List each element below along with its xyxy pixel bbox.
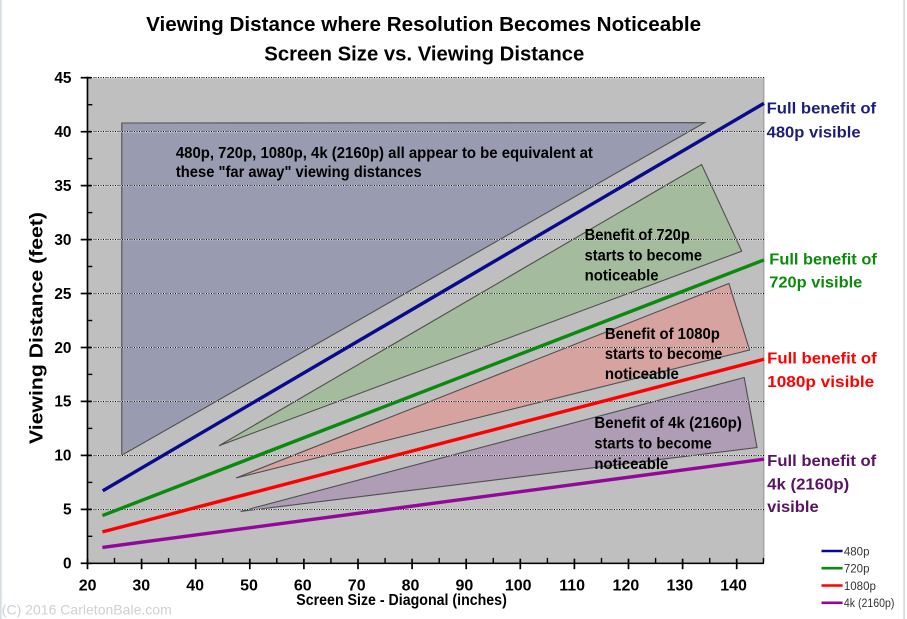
svg-text:Benefit of 720p: Benefit of 720p [585,227,690,244]
svg-text:1080p visible: 1080p visible [767,374,874,391]
svg-text:1080p: 1080p [844,581,876,593]
svg-text:these "far away" viewing dista: these "far away" viewing distances [176,164,422,181]
svg-text:Full benefit of: Full benefit of [767,101,877,118]
svg-text:(C) 2016 CarletonBale.com: (C) 2016 CarletonBale.com [2,601,172,617]
svg-text:Screen Size - Diagonal (inches: Screen Size - Diagonal (inches) [296,592,507,609]
svg-text:480p: 480p [844,546,870,558]
svg-text:50: 50 [240,577,258,594]
svg-text:noticeable: noticeable [594,456,668,473]
svg-text:5: 5 [63,502,72,519]
svg-text:Benefit of 1080p: Benefit of 1080p [605,326,720,343]
svg-text:45: 45 [54,70,72,87]
svg-text:720p: 720p [844,564,870,576]
svg-text:40: 40 [54,124,71,141]
svg-text:starts to become: starts to become [594,436,712,453]
svg-text:480p visible: 480p visible [767,124,861,141]
svg-text:40: 40 [186,577,204,594]
svg-text:120: 120 [613,577,640,594]
svg-text:480p, 720p, 1080p, 4k (2160p): 480p, 720p, 1080p, 4k (2160p) all appear… [176,145,593,162]
svg-text:noticeable: noticeable [605,366,679,383]
svg-text:Full benefit of: Full benefit of [769,251,877,268]
svg-text:110: 110 [559,577,585,594]
svg-text:10: 10 [54,448,71,465]
svg-text:140: 140 [720,577,747,594]
svg-text:4k (2160p): 4k (2160p) [844,598,895,610]
svg-text:30: 30 [54,232,71,249]
svg-text:70: 70 [348,577,366,594]
svg-text:720p visible: 720p visible [769,275,862,292]
svg-text:0: 0 [63,556,72,573]
svg-text:visible: visible [767,499,819,516]
svg-text:35: 35 [54,178,72,195]
svg-text:60: 60 [294,577,312,594]
svg-text:130: 130 [666,577,693,594]
svg-text:Full benefit of: Full benefit of [767,350,877,367]
svg-text:Viewing Distance (feet): Viewing Distance (feet) [26,212,46,444]
svg-text:Screen Size vs. Viewing Distan: Screen Size vs. Viewing Distance [264,44,584,66]
svg-text:30: 30 [132,577,150,594]
svg-text:starts to become: starts to become [585,247,703,264]
svg-text:20: 20 [54,340,71,357]
svg-text:20: 20 [79,577,97,594]
svg-text:100: 100 [505,577,532,594]
svg-text:noticeable: noticeable [585,268,659,285]
svg-text:starts to become: starts to become [605,346,723,363]
svg-text:15: 15 [54,394,72,411]
svg-text:4k (2160p): 4k (2160p) [767,477,849,494]
svg-text:25: 25 [54,286,72,303]
svg-text:90: 90 [456,577,474,594]
svg-text:80: 80 [402,577,420,594]
svg-text:Benefit of 4k (2160p): Benefit of 4k (2160p) [594,415,742,432]
svg-text:Viewing Distance where Resolut: Viewing Distance where Resolution Become… [146,14,701,36]
svg-text:Full benefit of: Full benefit of [767,453,877,470]
